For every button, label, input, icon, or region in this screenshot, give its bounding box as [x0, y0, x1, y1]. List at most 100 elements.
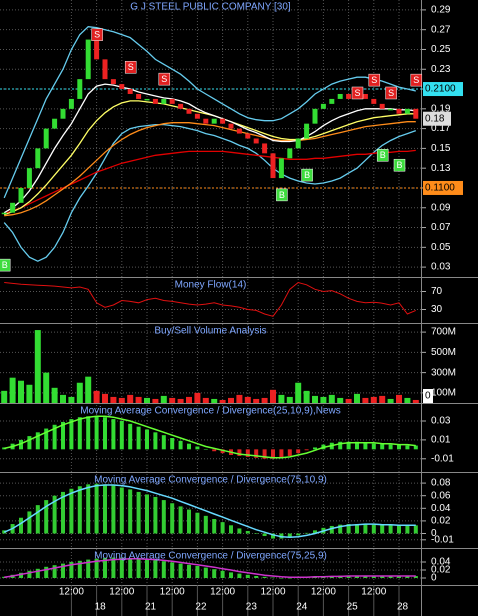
volume-bar — [362, 397, 369, 403]
histogram-bar — [355, 575, 359, 578]
y-tick-label: 300M — [431, 367, 456, 378]
panel-title: Moving Average Convergence / Divergence(… — [80, 406, 341, 417]
y-tick-label: 0.04 — [431, 557, 451, 568]
volume-bar — [43, 372, 50, 403]
candle — [270, 153, 276, 179]
candle — [144, 98, 150, 101]
histogram-bar — [397, 525, 401, 534]
x-tick-label: 12:00 — [260, 587, 285, 598]
volume-bar — [379, 395, 386, 403]
volume-bar — [387, 398, 394, 403]
candle — [295, 138, 301, 149]
volume-bar — [270, 389, 276, 403]
histogram-bar — [229, 525, 233, 534]
histogram-bar — [128, 489, 133, 534]
y-tick-label: 0.05 — [431, 242, 451, 253]
histogram-bar — [103, 417, 107, 450]
histogram-bar — [203, 567, 208, 578]
y-tick-label: 0.08 — [431, 478, 451, 489]
candle — [1, 212, 7, 215]
histogram-bar — [128, 423, 133, 450]
histogram-bar — [245, 449, 250, 457]
sell-signal-label: S — [161, 74, 167, 84]
histogram-bar — [103, 484, 107, 534]
y-tick-label: 0.01 — [431, 435, 451, 446]
volume-bar — [328, 394, 335, 403]
volume-bar — [169, 397, 176, 403]
histogram-bar — [254, 449, 259, 458]
histogram-bar — [2, 576, 7, 578]
histogram-bar — [287, 533, 292, 538]
candle — [52, 118, 58, 129]
histogram-bar — [86, 416, 91, 450]
y-tick-label: 500M — [431, 347, 456, 358]
histogram-bar — [136, 558, 141, 578]
histogram-bar — [346, 441, 351, 450]
histogram-bar — [363, 575, 368, 578]
histogram-bar — [271, 577, 275, 579]
histogram-bar — [346, 575, 351, 578]
volume-bar — [18, 380, 24, 403]
x-tick-label: 12:00 — [59, 587, 84, 598]
histogram-bar — [380, 575, 385, 578]
volume-bar — [110, 396, 117, 403]
histogram-bar — [195, 512, 200, 534]
histogram-bar — [111, 485, 116, 534]
histogram-bar — [27, 436, 32, 450]
candle — [35, 148, 41, 169]
histogram-bar — [220, 522, 225, 534]
histogram-bar — [187, 509, 191, 534]
candle — [94, 39, 100, 60]
candle — [43, 128, 49, 149]
histogram-bar — [136, 491, 141, 534]
histogram-bar — [203, 515, 208, 534]
buy-signal-label: B — [2, 260, 8, 270]
candle — [102, 59, 108, 80]
histogram-bar — [35, 568, 40, 578]
volume-bar — [295, 382, 302, 403]
y-tick-label: 0.06 — [431, 490, 451, 501]
y-tick-label: 0.17 — [431, 123, 451, 134]
candle — [60, 108, 66, 119]
histogram-bar — [229, 572, 233, 578]
volume-bar — [286, 396, 293, 403]
signal-line — [4, 558, 416, 578]
volume-bar — [211, 398, 218, 403]
volume-bar — [160, 395, 167, 403]
histogram-bar — [35, 432, 40, 450]
volume-bar — [337, 397, 344, 403]
y-tick-label: 0.02 — [431, 565, 451, 576]
volume-bar — [320, 396, 327, 403]
histogram-bar — [52, 495, 57, 534]
histogram-bar — [19, 439, 23, 450]
volume-bar — [1, 390, 8, 403]
sell-signal — [158, 72, 171, 86]
histogram-bar — [254, 533, 259, 535]
candle — [203, 118, 209, 124]
histogram-bar — [287, 449, 292, 456]
histogram-bar — [287, 578, 292, 579]
level-label: 0.2100 — [425, 84, 456, 95]
histogram-bar — [111, 419, 116, 450]
buy-signal-label: B — [304, 170, 310, 180]
histogram-bar — [119, 487, 124, 534]
sell-signal-label: S — [128, 62, 134, 72]
volume-bar — [85, 376, 92, 403]
candle — [396, 108, 402, 114]
overlay-line — [3, 149, 416, 215]
last-value-label: 0 — [425, 391, 431, 402]
histogram-bar — [304, 449, 309, 451]
volume-bar — [244, 396, 251, 403]
histogram-bar — [52, 565, 57, 578]
histogram-bar — [94, 483, 99, 534]
buy-signal — [376, 149, 389, 162]
volume-bar — [127, 394, 134, 403]
indicator-line — [4, 281, 416, 317]
buy-signal-label: B — [380, 150, 386, 160]
histogram-bar — [212, 519, 217, 534]
signal-line — [4, 415, 416, 459]
histogram-bar — [254, 576, 259, 578]
histogram-bar — [245, 574, 250, 578]
histogram-bar — [405, 576, 410, 578]
histogram-bar — [77, 560, 82, 578]
